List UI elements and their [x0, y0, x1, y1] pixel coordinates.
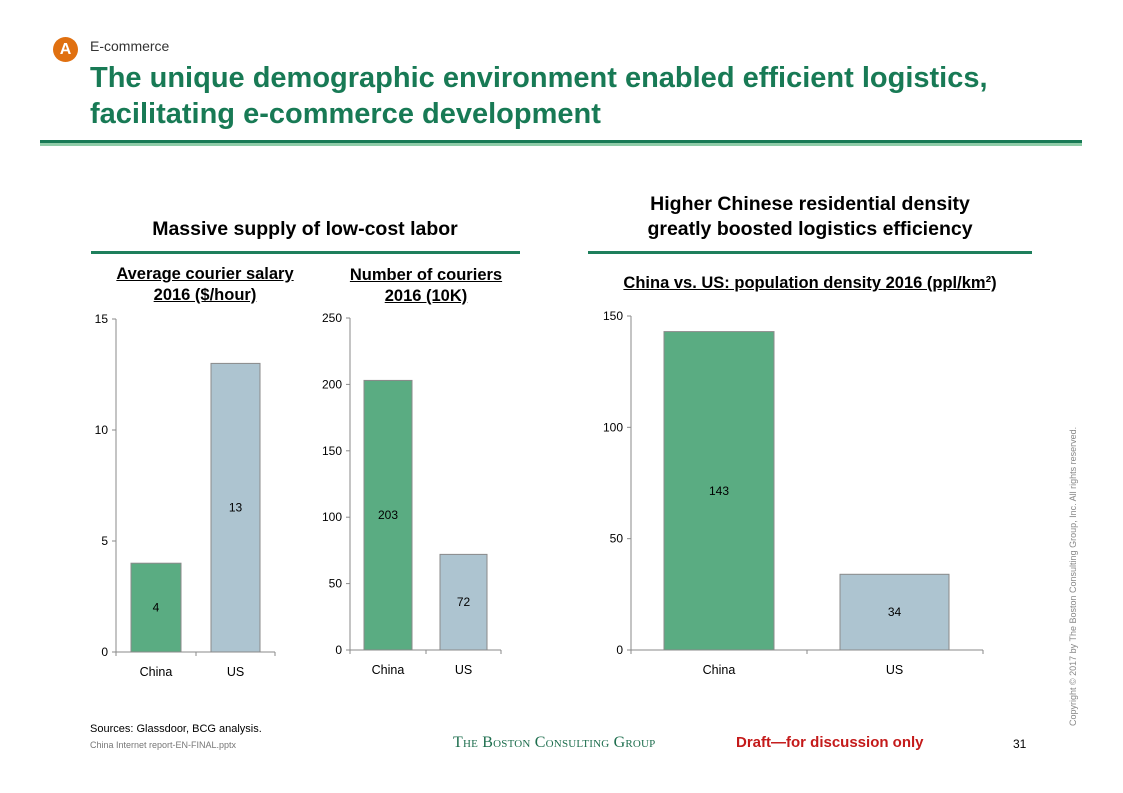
left-panel-title: Massive supply of low-cost labor	[152, 218, 458, 240]
chart2-title-line2: 2016 (10K)	[384, 287, 468, 305]
right-panel-divider	[588, 251, 1032, 254]
y-tick-label: 150	[603, 309, 623, 323]
chart3-title-line1: China vs. US: population density 2016 (p…	[623, 274, 997, 292]
x-tick-label-china: China	[372, 663, 405, 677]
bar-china	[130, 562, 182, 653]
data-label-us: 13	[229, 501, 243, 515]
y-tick-label: 100	[322, 510, 342, 524]
y-tick-label: 5	[101, 534, 108, 548]
bar-us	[439, 553, 488, 651]
y-tick-label: 100	[603, 420, 623, 434]
page-title: The unique demographic environment enabl…	[90, 62, 988, 130]
x-tick-label-us: US	[227, 665, 244, 679]
bar-china	[363, 379, 413, 651]
left-panel-divider	[91, 251, 520, 254]
file-name: China Internet report-EN-FINAL.pptx	[90, 740, 237, 750]
x-tick-label-us: US	[886, 663, 903, 677]
chart1-title-line1: Average courier salary	[116, 265, 294, 283]
x-tick-label-china: China	[703, 663, 736, 677]
chart-courier-salary: 4 China 13 US 0 5 10 15	[95, 312, 276, 679]
data-label-china: 143	[709, 484, 729, 498]
x-tick-label-us: US	[455, 663, 472, 677]
chart2-title-line1: Number of couriers	[349, 266, 503, 284]
section-label: E-commerce	[90, 38, 170, 54]
right-panel-title-line2: greatly boosted logistics efficiency	[647, 218, 973, 240]
bcg-logo: The Boston Consulting Group	[453, 734, 656, 751]
title-divider-highlight	[40, 143, 1082, 146]
data-label-us: 72	[457, 595, 471, 609]
chart2-title: Number of couriers 2016 (10K)	[326, 265, 526, 307]
y-tick-label: 50	[610, 532, 624, 546]
x-tick-label-china: China	[140, 665, 173, 679]
draft-notice: Draft—for discussion only	[736, 734, 924, 751]
page-number: 31	[1013, 737, 1027, 751]
chart-courier-count: 203 China 72 US 0 50 100 150 200 250	[322, 311, 502, 677]
data-label-china: 4	[153, 601, 160, 615]
y-tick-label: 10	[95, 423, 109, 437]
bar-china	[663, 331, 775, 651]
chart-population-density: 143 China 34 US 0 50 100 150	[603, 309, 984, 677]
chart1-title-line2: 2016 ($/hour)	[153, 286, 257, 304]
y-tick-label: 0	[335, 643, 342, 657]
y-tick-label: 0	[616, 643, 623, 657]
data-label-us: 34	[888, 605, 902, 619]
section-badge: A	[53, 37, 78, 62]
y-tick-label: 200	[322, 377, 342, 391]
y-tick-label: 50	[329, 577, 343, 591]
right-panel-title-line1: Higher Chinese residential density	[650, 193, 970, 215]
data-label-china: 203	[378, 508, 398, 522]
bar-us	[839, 573, 950, 651]
chart1-title: Average courier salary 2016 ($/hour)	[95, 264, 315, 306]
chart3-title: China vs. US: population density 2016 (p…	[580, 273, 1040, 294]
y-tick-label: 15	[95, 312, 109, 326]
y-tick-label: 0	[101, 645, 108, 659]
copyright-notice: Copyright © 2017 by The Boston Consultin…	[1068, 426, 1078, 726]
bar-us	[210, 362, 261, 653]
y-tick-label: 150	[322, 444, 342, 458]
sources-note: Sources: Glassdoor, BCG analysis.	[90, 723, 262, 735]
title-divider	[40, 140, 1082, 143]
right-panel-title: Higher Chinese residential density great…	[585, 192, 1035, 242]
y-tick-label: 250	[322, 311, 342, 325]
